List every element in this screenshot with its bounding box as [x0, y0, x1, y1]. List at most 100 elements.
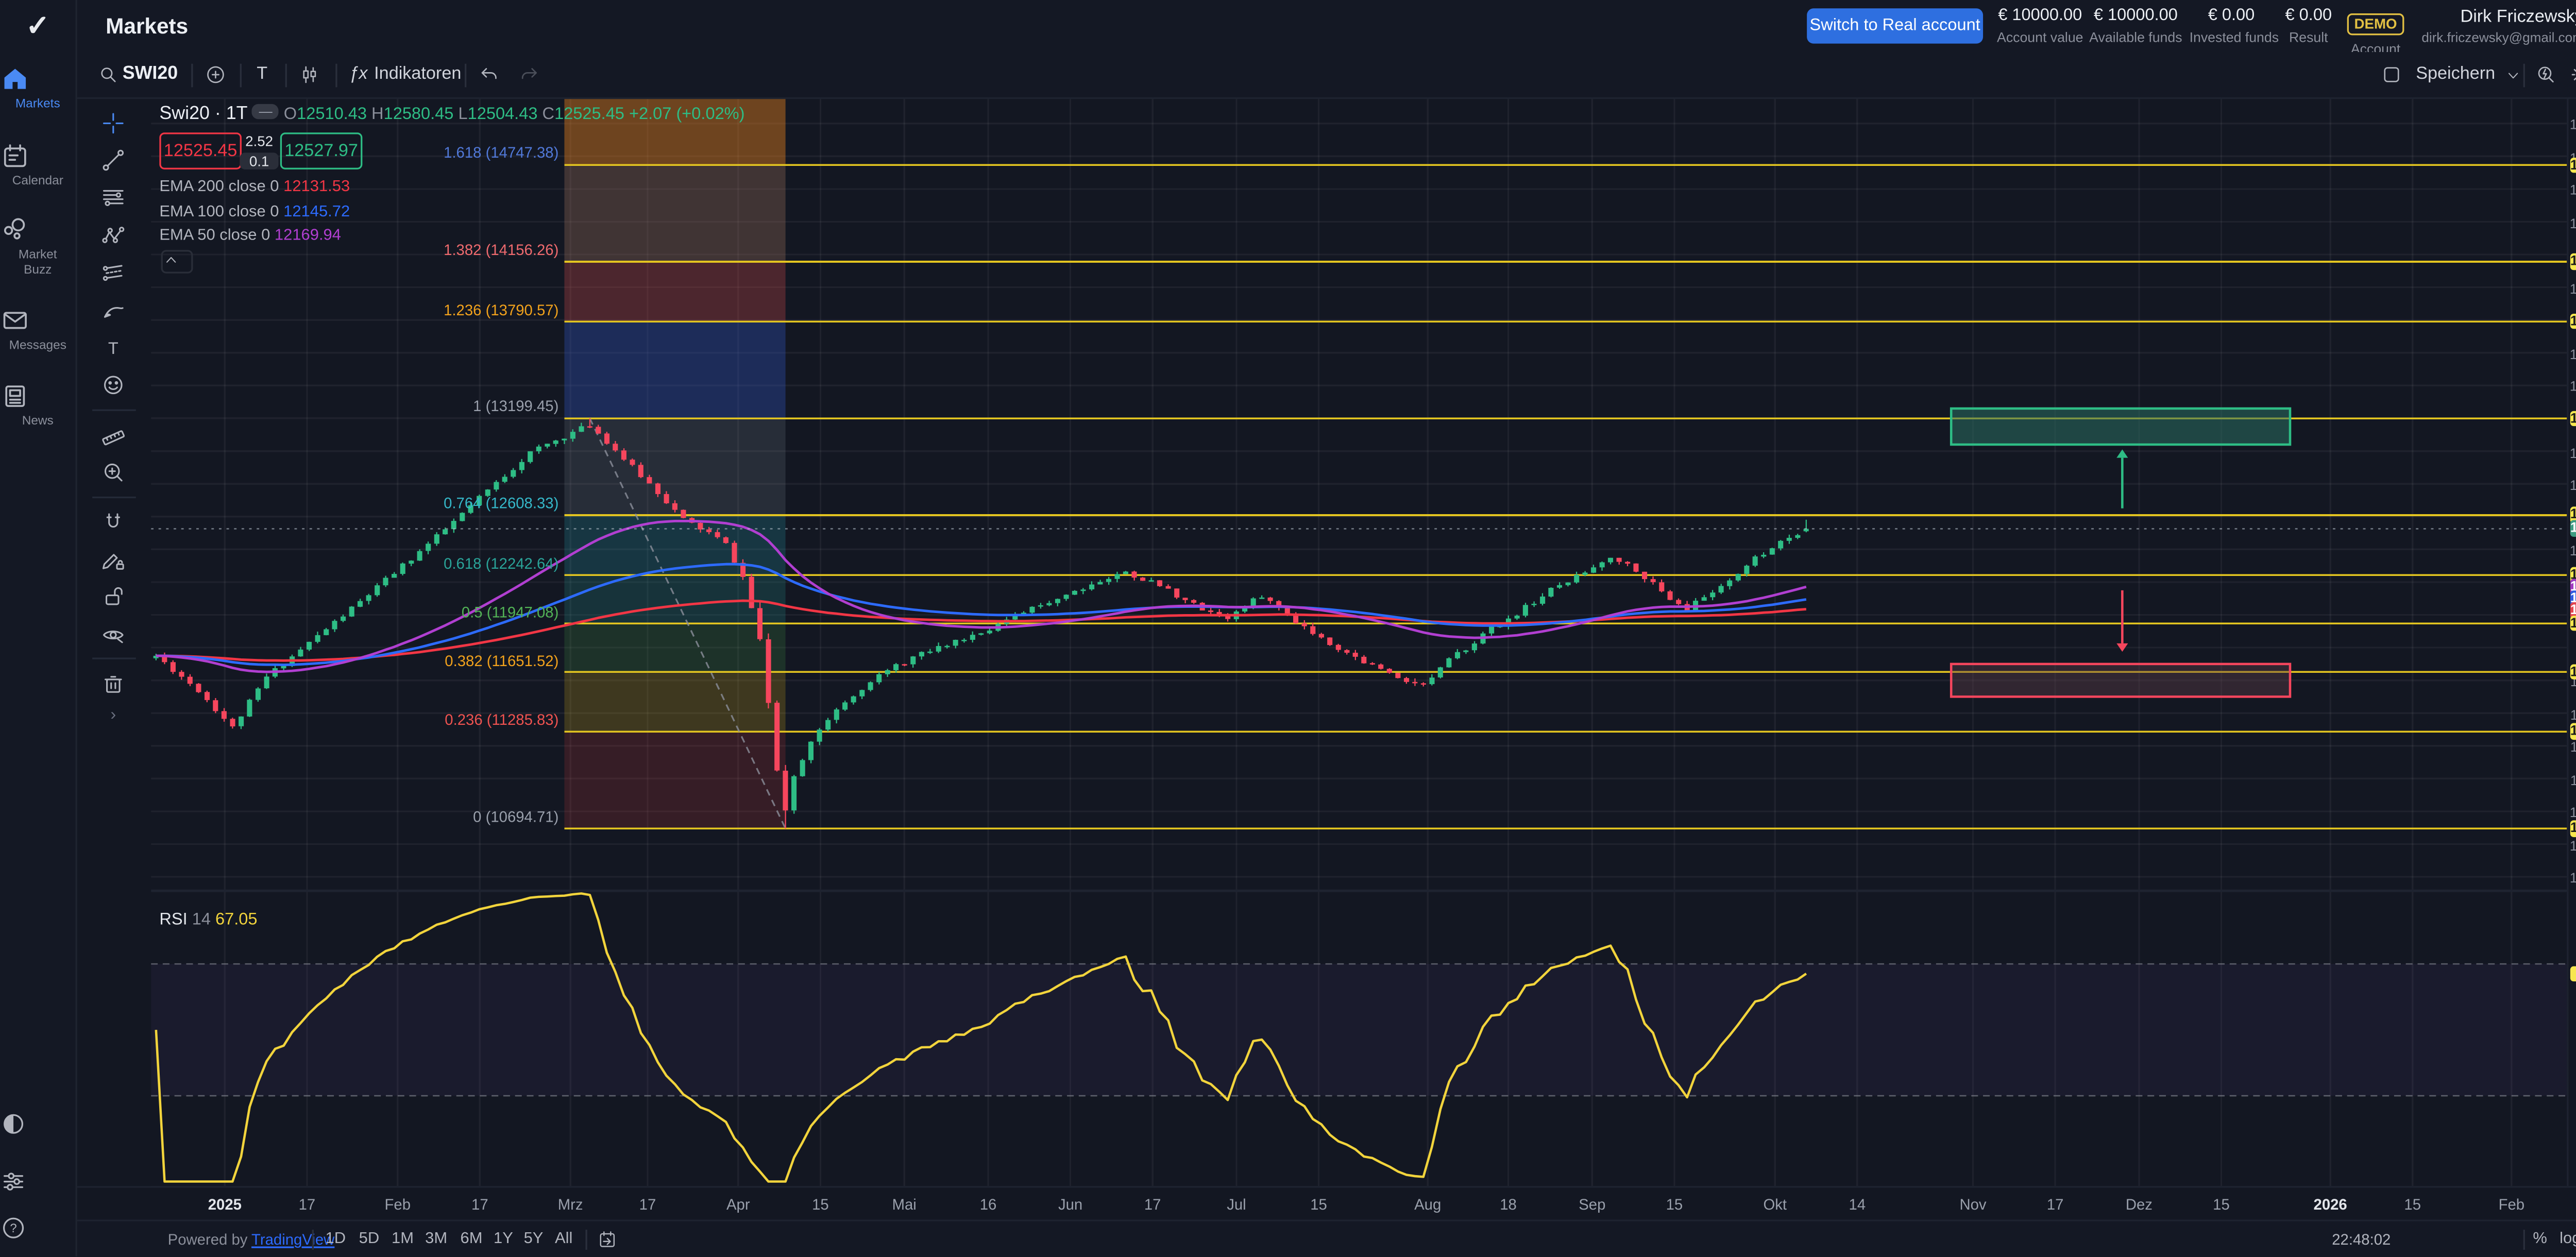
- rsi-line[interactable]: [155, 892, 1807, 1183]
- sidebar-item-news[interactable]: News: [0, 381, 76, 429]
- sidebar-item-market-buzz[interactable]: Market Buzz: [0, 215, 76, 277]
- price-badge: 14747.38: [2570, 156, 2576, 173]
- legend-symbol[interactable]: Swi20 · 1T: [159, 104, 248, 124]
- preferences-button[interactable]: [0, 1167, 76, 1194]
- tool-draw-unlock[interactable]: [76, 541, 151, 579]
- ema50-line[interactable]: [156, 519, 1807, 673]
- buy-button[interactable]: 12527.97: [280, 132, 363, 169]
- interval-button[interactable]: T: [257, 63, 268, 84]
- tool-lock[interactable]: [76, 578, 151, 616]
- ema50-legend[interactable]: EMA 50 close 0 12169.94: [159, 226, 341, 245]
- user-info[interactable]: Dirk Friczewsky dirk.friczewsky@gmail.co…: [2399, 7, 2576, 44]
- tool-trend-line[interactable]: [76, 142, 151, 179]
- undo-button[interactable]: [478, 64, 500, 86]
- save-button[interactable]: Speichern: [2416, 63, 2496, 84]
- price-badge: 14156.26: [2570, 253, 2576, 270]
- goto-date-button[interactable]: [597, 1230, 617, 1250]
- tradingview-link[interactable]: TradingView: [251, 1231, 335, 1248]
- chart-settings-button[interactable]: [2569, 64, 2576, 86]
- chart-type-button[interactable]: [299, 64, 320, 86]
- fib-label[interactable]: 0.764 (12608.33): [444, 495, 559, 512]
- timeframe-1Y[interactable]: 1Y: [493, 1229, 513, 1248]
- sell-button[interactable]: 12525.45: [159, 132, 242, 169]
- ema200-legend[interactable]: EMA 200 close 0 12131.53: [159, 178, 350, 196]
- price-axis[interactable]: 15000.0014800.0014600.0014400.0014000.00…: [2567, 97, 2576, 1186]
- supply-zone[interactable]: [1950, 407, 2292, 446]
- ema100-line[interactable]: [156, 563, 1807, 666]
- up-arrow[interactable]: [2116, 449, 2128, 508]
- ema200-line[interactable]: [156, 599, 1807, 662]
- timeframe-5D[interactable]: 5D: [359, 1229, 380, 1248]
- save-menu-button[interactable]: [2505, 67, 2522, 84]
- fib-label[interactable]: 1.618 (14747.38): [444, 145, 559, 162]
- sidebar-item-calendar[interactable]: Calendar: [0, 141, 76, 189]
- demand-zone[interactable]: [1950, 663, 2292, 698]
- price-axis-label: 12800.00: [2569, 477, 2576, 494]
- account-type[interactable]: DEMO Account: [2345, 7, 2405, 56]
- tool-brush[interactable]: [76, 292, 151, 329]
- symbol-name[interactable]: SWI20: [122, 63, 178, 84]
- legend-collapse-pill[interactable]: —: [252, 104, 279, 120]
- tool-emoji[interactable]: [76, 367, 151, 404]
- search-icon: [97, 64, 119, 86]
- stat-value: € 10000.00: [1998, 7, 2082, 25]
- tool-zoom-in[interactable]: [76, 454, 151, 491]
- layout-icon: [2381, 64, 2402, 86]
- fib-label[interactable]: 0.5 (11947.08): [461, 603, 559, 620]
- tool-text[interactable]: T: [76, 329, 151, 367]
- legend-collapse-button[interactable]: [161, 250, 193, 274]
- theme-toggle[interactable]: [0, 1111, 76, 1137]
- change-value: +2.07 (+0.02%): [629, 106, 745, 124]
- compare-button[interactable]: [205, 64, 226, 86]
- percent-scale-button[interactable]: %: [2533, 1229, 2547, 1248]
- tool-horizontal-lines[interactable]: [76, 179, 151, 217]
- switch-to-real-account-button[interactable]: Switch to Real account: [1807, 8, 1984, 44]
- fib-label[interactable]: 0.236 (11285.83): [445, 711, 559, 728]
- fib-retracement-bands[interactable]: [564, 97, 786, 829]
- timeframe-6M[interactable]: 6M: [460, 1229, 483, 1248]
- ema100-legend[interactable]: EMA 100 close 0 12145.72: [159, 202, 350, 221]
- sidebar-item-messages[interactable]: Messages: [0, 305, 76, 353]
- timeframe-1D[interactable]: 1D: [325, 1229, 346, 1248]
- stat-value: € 0.00: [2208, 7, 2255, 25]
- stat-label: Result: [2289, 29, 2328, 45]
- help-button[interactable]: ?: [0, 1215, 76, 1242]
- indicators-button[interactable]: Indikatoren: [374, 63, 462, 84]
- tool-magnet[interactable]: [76, 503, 151, 541]
- fib-label[interactable]: 1.382 (14156.26): [444, 241, 559, 259]
- quantity-value[interactable]: 0.1: [240, 152, 279, 169]
- clock[interactable]: 22:48:02 (UTC+2): [2332, 1231, 2391, 1248]
- symbol-search-button[interactable]: [97, 64, 119, 86]
- tool-hide-drawings[interactable]: [76, 616, 151, 653]
- fib-trend-line[interactable]: [589, 418, 787, 829]
- fib-label[interactable]: 0.618 (12242.64): [444, 555, 559, 572]
- quick-search-button[interactable]: [2535, 64, 2556, 86]
- zoom-in-icon: [100, 460, 126, 485]
- chart-canvas[interactable]: [151, 97, 2567, 1186]
- rsi-legend[interactable]: RSI 14 67.05: [159, 911, 258, 930]
- fib-label[interactable]: 0.382 (11651.52): [445, 652, 559, 669]
- tool-xabcd-pattern[interactable]: [76, 217, 151, 254]
- redo-button[interactable]: [518, 64, 540, 86]
- fib-label[interactable]: 1 (13199.45): [473, 398, 559, 415]
- sidebar-item-markets[interactable]: Markets: [0, 64, 76, 112]
- tool-parallel-channel[interactable]: [76, 254, 151, 292]
- timeframe-5Y[interactable]: 5Y: [523, 1229, 544, 1248]
- app-logo[interactable]: ✓: [26, 10, 50, 42]
- toolbar-expand-arrow[interactable]: ›: [110, 706, 116, 725]
- log-scale-button[interactable]: log: [2560, 1229, 2576, 1248]
- time-axis[interactable]: 2025 17 Feb 17 Mrz 17 Apr 15 Mai 16 Jun 17 Jul 15 Aug 1…: [75, 1186, 2576, 1221]
- fib-label[interactable]: 0 (10694.71): [473, 808, 559, 825]
- tool-ruler[interactable]: [76, 416, 151, 454]
- timeframe-All[interactable]: All: [554, 1229, 573, 1248]
- layout-button[interactable]: [2381, 64, 2402, 86]
- fib-label[interactable]: 1.236 (13790.57): [444, 301, 559, 318]
- close-value: 12525.45: [554, 106, 624, 124]
- price-axis-label: 12400.00: [2569, 542, 2576, 559]
- timeframe-3M[interactable]: 3M: [425, 1229, 448, 1248]
- fib-level-lines[interactable]: [564, 164, 2567, 830]
- tool-remove-drawings[interactable]: [76, 665, 151, 703]
- timeframe-1M[interactable]: 1M: [392, 1229, 414, 1248]
- tool-crosshair[interactable]: [76, 104, 151, 142]
- down-arrow[interactable]: [2116, 590, 2128, 652]
